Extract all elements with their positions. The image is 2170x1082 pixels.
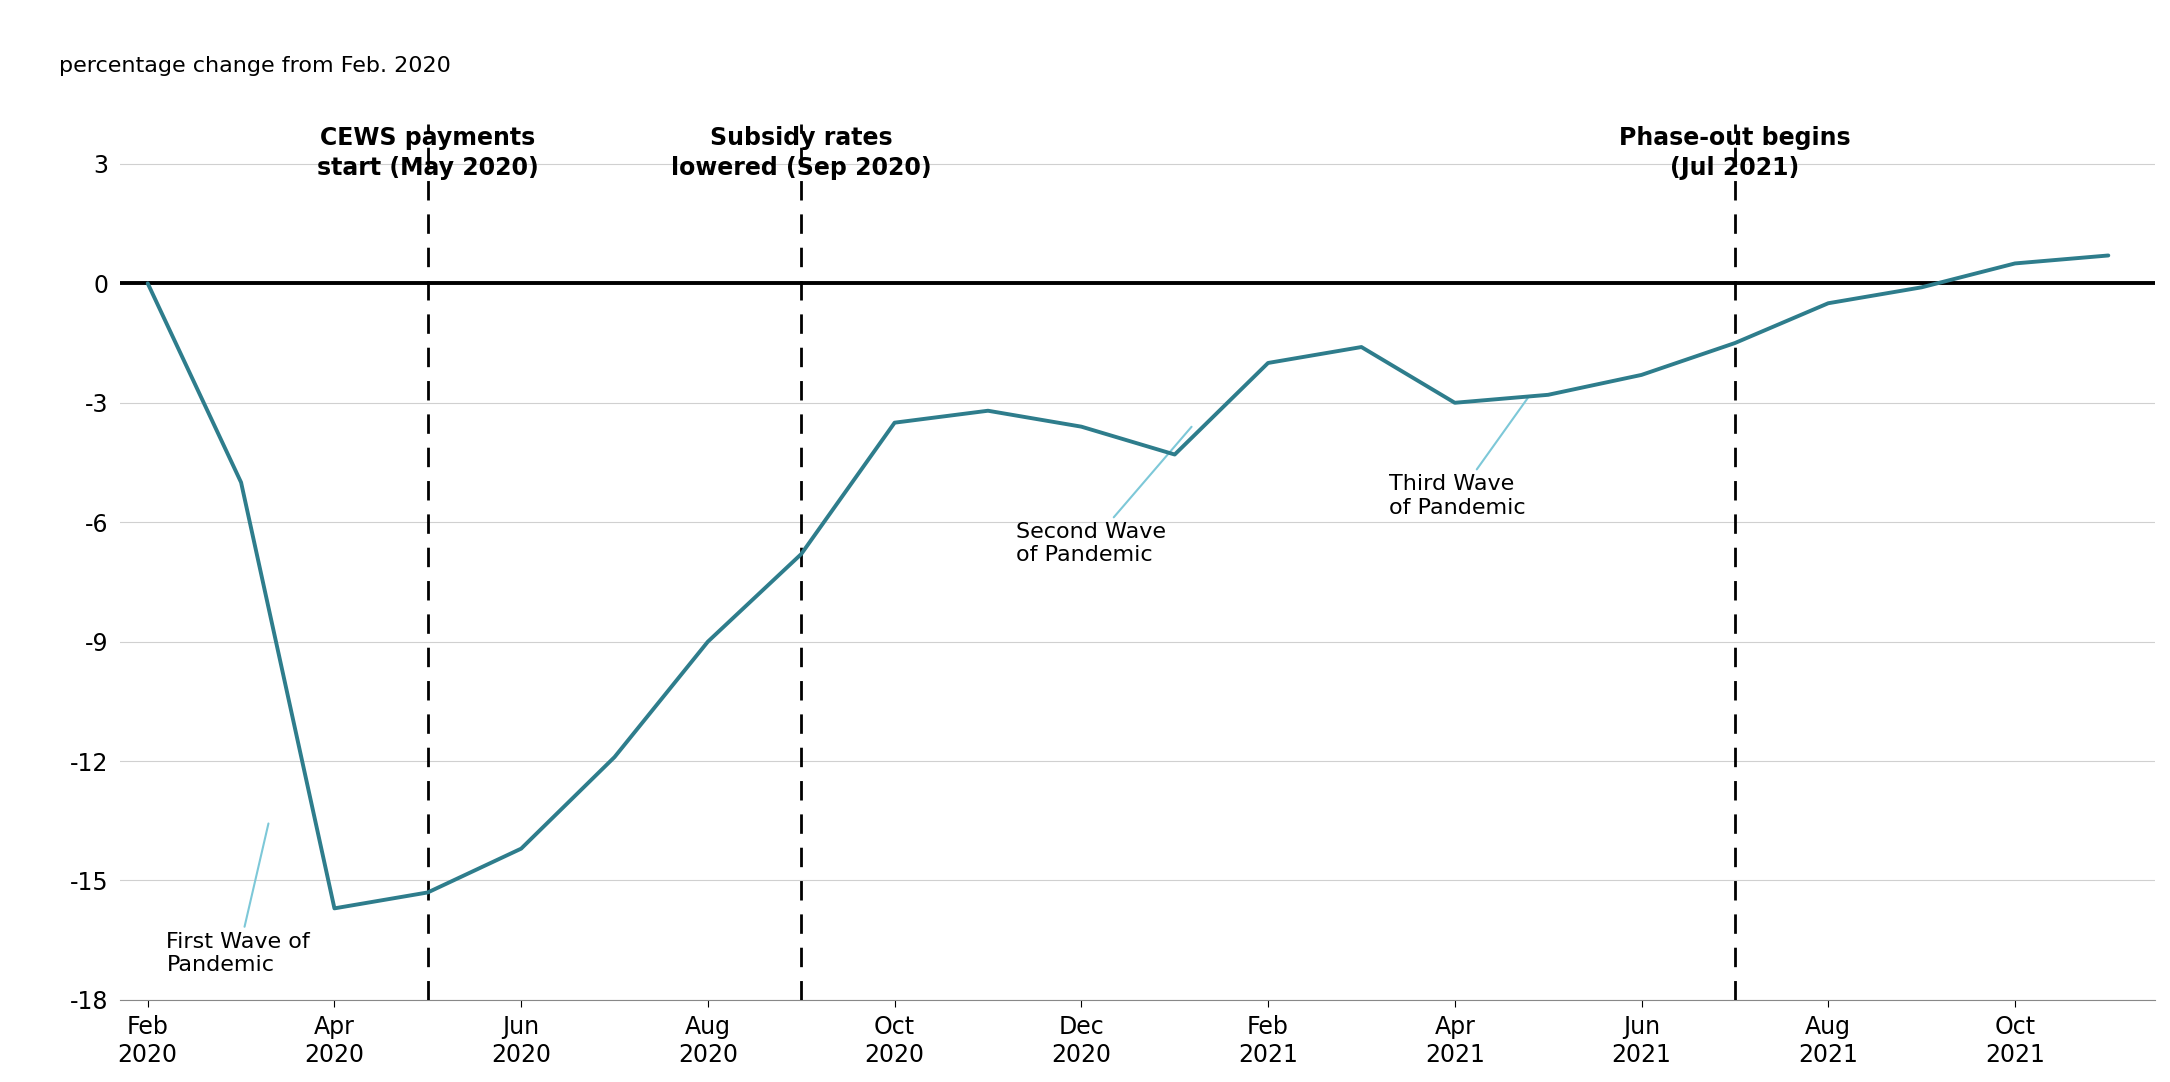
Text: Phase-out begins
(Jul 2021): Phase-out begins (Jul 2021) — [1619, 127, 1851, 180]
Text: First Wave of
Pandemic: First Wave of Pandemic — [167, 823, 310, 976]
Text: Subsidy rates
lowered (Sep 2020): Subsidy rates lowered (Sep 2020) — [671, 127, 931, 180]
Text: Third Wave
of Pandemic: Third Wave of Pandemic — [1389, 398, 1528, 517]
Text: Second Wave
of Pandemic: Second Wave of Pandemic — [1016, 426, 1191, 566]
Text: percentage change from Feb. 2020: percentage change from Feb. 2020 — [59, 56, 451, 76]
Text: CEWS payments
start (May 2020): CEWS payments start (May 2020) — [317, 127, 538, 180]
